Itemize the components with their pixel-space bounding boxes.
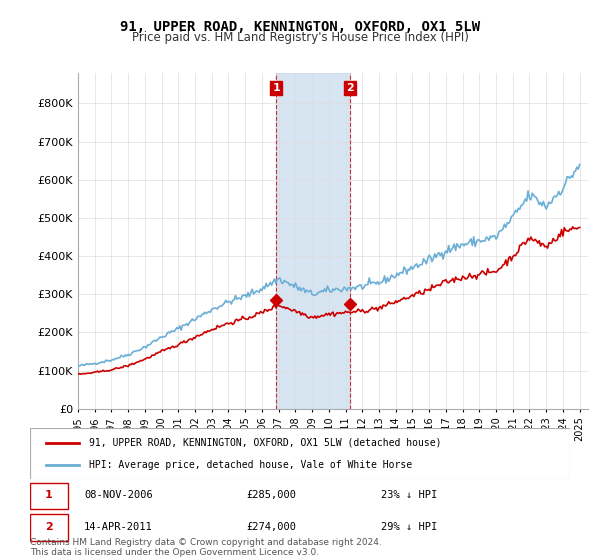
Text: 14-APR-2011: 14-APR-2011 <box>84 522 153 532</box>
FancyBboxPatch shape <box>30 428 570 479</box>
Text: 1: 1 <box>45 491 53 501</box>
Text: 08-NOV-2006: 08-NOV-2006 <box>84 491 153 501</box>
Text: HPI: Average price, detached house, Vale of White Horse: HPI: Average price, detached house, Vale… <box>89 460 413 470</box>
Text: 1: 1 <box>272 83 280 93</box>
FancyBboxPatch shape <box>30 514 68 541</box>
Text: 91, UPPER ROAD, KENNINGTON, OXFORD, OX1 5LW (detached house): 91, UPPER ROAD, KENNINGTON, OXFORD, OX1 … <box>89 437 442 447</box>
Bar <box>276 73 350 409</box>
Text: 2: 2 <box>346 83 354 93</box>
Text: 23% ↓ HPI: 23% ↓ HPI <box>381 491 437 501</box>
Text: Contains HM Land Registry data © Crown copyright and database right 2024.
This d: Contains HM Land Registry data © Crown c… <box>30 538 382 557</box>
Text: 2: 2 <box>45 522 53 532</box>
Text: 91, UPPER ROAD, KENNINGTON, OXFORD, OX1 5LW: 91, UPPER ROAD, KENNINGTON, OXFORD, OX1 … <box>120 20 480 34</box>
FancyBboxPatch shape <box>30 483 68 509</box>
Text: £285,000: £285,000 <box>246 491 296 501</box>
Text: 29% ↓ HPI: 29% ↓ HPI <box>381 522 437 532</box>
Text: Price paid vs. HM Land Registry's House Price Index (HPI): Price paid vs. HM Land Registry's House … <box>131 31 469 44</box>
Text: £274,000: £274,000 <box>246 522 296 532</box>
